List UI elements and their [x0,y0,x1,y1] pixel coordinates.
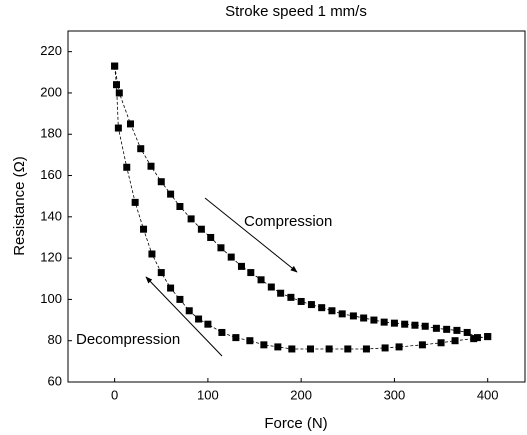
data-point [362,345,370,353]
arrow [204,197,298,273]
data-point [147,162,155,170]
data-point [380,318,388,326]
data-point [288,345,296,353]
data-point [257,276,265,284]
y-tick-label: 160 [40,167,62,182]
annotation: Compression [244,213,332,230]
data-point [207,233,215,241]
data-point [148,250,156,258]
data-point [197,225,205,233]
data-point [453,326,461,334]
data-point [237,262,245,270]
data-point [260,341,268,349]
data-point [395,343,403,351]
data-point [114,124,122,132]
y-tick-label: 60 [48,373,62,388]
data-point [338,310,346,318]
y-axis-label: Resistance (Ω) [11,156,28,256]
arrow [145,276,223,357]
data-point [176,203,184,210]
data-point [157,269,165,277]
data-point [325,345,333,353]
data-point [401,320,409,328]
data-point [390,319,398,327]
data-point [360,314,368,322]
y-tick-label: 200 [40,84,62,99]
x-tick-label: 200 [290,387,312,402]
data-point [463,328,471,336]
data-point [167,190,175,198]
x-axis-label: Force (N) [264,415,327,432]
y-tick-label: 180 [40,126,62,141]
data-point [287,293,295,301]
data-point [381,344,389,352]
data-point [277,289,285,297]
y-tick-label: 220 [40,43,62,58]
data-point [421,322,429,330]
plot-frame [67,30,526,383]
y-tick-label: 120 [40,250,62,265]
data-point [484,333,492,341]
data-point [187,215,195,223]
data-point [328,307,336,315]
data-point [318,304,326,312]
data-point [246,337,254,345]
x-tick-label: 300 [384,387,406,402]
data-point [418,341,426,349]
data-point [247,269,255,277]
data-point [204,320,212,328]
data-point [443,325,451,333]
data-point [232,334,240,342]
data-point [167,284,175,292]
chart-title: Stroke speed 1 mm/s [225,3,367,20]
annotation: Decompression [76,331,180,348]
data-point [140,225,148,233]
data-point [218,328,226,336]
x-tick-label: 400 [477,387,499,402]
data-point [185,307,193,315]
data-point [470,335,478,343]
data-point [432,324,440,332]
y-tick-label: 140 [40,208,62,223]
data-point [112,81,120,89]
data-point [473,334,481,342]
y-tick-label: 100 [40,291,62,306]
data-point [344,345,352,353]
y-tick-label: 80 [48,332,62,347]
data-point [349,312,357,320]
data-point [176,295,184,303]
data-point [195,315,203,323]
data-point [137,145,145,153]
data-point [306,345,314,353]
series-line [114,66,488,350]
data-point [370,316,378,324]
data-point [307,301,315,309]
data-point [411,321,419,329]
data-point [123,163,131,171]
x-tick-label: 100 [197,387,219,402]
data-point [451,337,459,345]
data-point [227,253,235,261]
data-point [217,244,225,252]
series-line [114,66,488,339]
data-point [126,120,134,128]
data-point [131,198,139,206]
data-point [267,283,275,291]
data-point [115,89,123,97]
data-point [437,339,445,347]
data-point [297,297,305,305]
data-point [274,343,282,351]
data-point [157,178,165,186]
data-point [111,62,119,70]
x-tick-label: 0 [111,387,118,402]
